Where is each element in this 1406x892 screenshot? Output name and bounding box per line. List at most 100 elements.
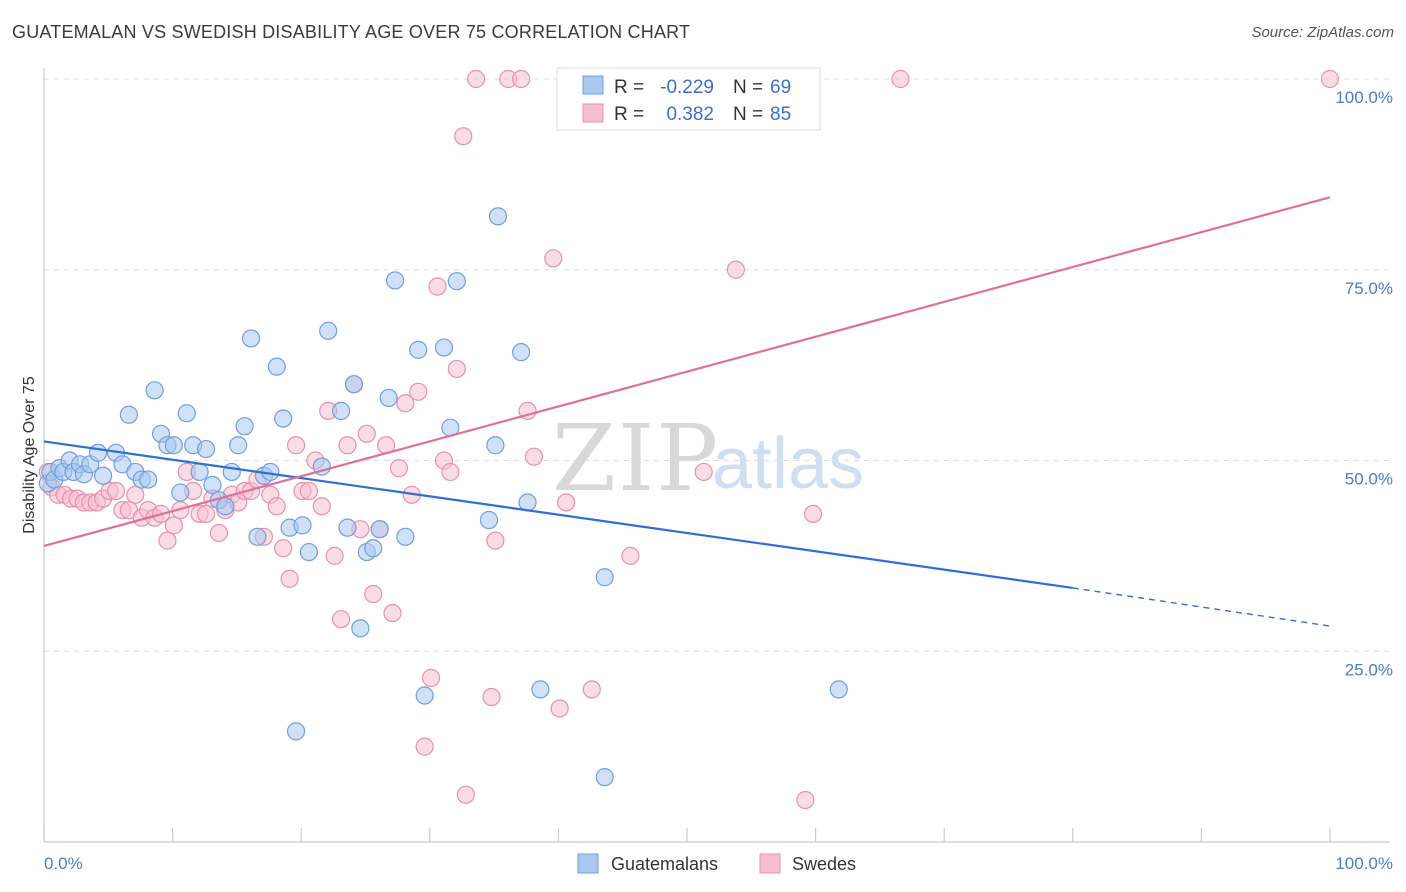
- guatemalans-point-32: [235, 417, 254, 436]
- guatemalans-point-42: [299, 542, 319, 562]
- swedes-point-61: [428, 277, 447, 296]
- guatemalans-point-46: [338, 518, 357, 537]
- guatemalans-point-45: [331, 401, 351, 421]
- guatemalans-point-57: [434, 338, 454, 357]
- bottom-legend-label-guatemalans: Guatemalans: [611, 854, 718, 874]
- swedes-point-20: [164, 516, 183, 535]
- swedes-point-51: [364, 584, 383, 604]
- bottom-legend-swatch-guatemalans: [577, 853, 599, 874]
- swedes-point-27: [209, 523, 228, 543]
- swedes-point-77: [582, 680, 601, 699]
- legend-swatch-swedes: [582, 103, 604, 123]
- legend-r-label-swedes: R =: [614, 104, 644, 125]
- swedes-point-36: [267, 497, 286, 516]
- swedes-point-68: [482, 687, 501, 707]
- legend-r-value-guatemalans: -0.229: [660, 77, 714, 98]
- swedes-point-19: [158, 531, 177, 550]
- guatemalans-point-66: [595, 568, 614, 587]
- swedes-point-76: [557, 493, 576, 512]
- guatemalans-point-60: [479, 510, 499, 530]
- watermark-zip: ZIP: [552, 405, 720, 512]
- series-legend: Guatemalans Swedes: [577, 853, 856, 874]
- guatemalans-point-37: [267, 357, 286, 376]
- guatemalans-point-23: [177, 404, 196, 423]
- swedes-point-84: [1320, 69, 1340, 89]
- swedes-point-75: [550, 699, 569, 718]
- guatemalans-point-65: [531, 680, 550, 699]
- legend-swatch-guatemalans: [582, 75, 604, 95]
- swedes-point-37: [274, 539, 293, 558]
- guatemalans-point-41: [293, 516, 312, 535]
- swedes-point-83: [891, 69, 910, 89]
- bottom-legend-label-swedes: Swedes: [792, 854, 856, 874]
- swedes-point-66: [456, 785, 475, 804]
- correlation-legend: R = -0.229 N = 69 R = 0.382 N = 85: [556, 67, 821, 131]
- guatemalans-point-63: [488, 207, 508, 226]
- y-tick-labels: 25.0% 50.0% 75.0% 100.0%: [1335, 88, 1393, 679]
- guatemalans-point-22: [171, 483, 190, 502]
- y-tick-label-50: 50.0%: [1345, 470, 1393, 489]
- swedes-point-59: [415, 737, 434, 756]
- swedes-point-54: [383, 603, 402, 623]
- guatemalans-point-38: [274, 409, 293, 428]
- y-axis-title: Disability Age Over 75: [21, 376, 38, 534]
- y-tick-label-75: 75.0%: [1345, 279, 1393, 298]
- guatemalans-point-64: [512, 343, 531, 362]
- swedes-point-71: [512, 69, 531, 89]
- swedes-point-56: [396, 394, 415, 413]
- guatemalans-point-33: [241, 329, 261, 348]
- guatemalans-point-27: [203, 475, 222, 495]
- guatemalans-trend-line-extension: [1072, 587, 1331, 627]
- swedes-point-11: [106, 481, 126, 501]
- guatemalans-point-18: [145, 381, 164, 400]
- y-tick-label-100: 100.0%: [1335, 88, 1393, 107]
- swedes-point-73: [524, 447, 544, 466]
- swedes-point-55: [389, 459, 409, 478]
- guatemalans-point-21: [164, 436, 183, 455]
- swedes-point-46: [331, 610, 351, 629]
- swedes-point-79: [694, 462, 713, 482]
- guatemalans-point-34: [248, 527, 267, 546]
- swedes-point-65: [454, 127, 473, 146]
- swedes-point-80: [726, 260, 745, 279]
- guatemalans-points: [38, 207, 848, 787]
- swedes-point-60: [421, 668, 441, 688]
- legend-n-value-guatemalans: 69: [770, 77, 791, 98]
- source-credit: Source: ZipAtlas.com: [1251, 24, 1394, 41]
- legend-n-label-guatemalans: N =: [733, 77, 763, 98]
- swedes-point-58: [409, 382, 428, 401]
- swedes-point-63: [441, 462, 460, 482]
- legend-n-value-swedes: 85: [770, 104, 791, 125]
- swedes-point-82: [803, 504, 823, 524]
- legend-r-value-swedes: 0.382: [666, 104, 714, 125]
- x-tick-label-min: 0.0%: [44, 854, 83, 873]
- guatemalans-point-61: [486, 436, 505, 455]
- guatemalans-point-56: [415, 686, 434, 705]
- swedes-point-39: [286, 436, 306, 455]
- x-tick-label-max: 100.0%: [1335, 854, 1393, 873]
- guatemalans-point-55: [409, 340, 428, 359]
- swedes-point-25: [196, 504, 216, 524]
- swedes-point-64: [447, 359, 466, 379]
- guatemalans-point-50: [364, 539, 383, 558]
- guatemalans-point-52: [379, 388, 398, 408]
- guatemalans-point-53: [385, 271, 405, 290]
- swedes-point-45: [325, 546, 344, 565]
- guatemalans-point-54: [396, 527, 415, 546]
- chart-title: GUATEMALAN VS SWEDISH DISABILITY AGE OVE…: [12, 22, 691, 42]
- swedes-trend-line: [43, 196, 1331, 548]
- guatemalans-point-51: [370, 520, 389, 539]
- guatemalans-point-11: [94, 466, 113, 485]
- watermark-atlas: atlas: [712, 424, 864, 504]
- swedes-point-78: [621, 546, 640, 565]
- guatemalans-point-17: [139, 470, 158, 489]
- guatemalans-point-44: [319, 321, 338, 340]
- guatemalans-point-48: [351, 619, 370, 638]
- guatemalans-point-40: [286, 722, 306, 741]
- legend-r-label-guatemalans: R =: [614, 77, 644, 98]
- x-axis-ticks: [43, 828, 1331, 842]
- legend-n-label-swedes: N =: [733, 104, 763, 125]
- swedes-point-47: [338, 436, 357, 455]
- swedes-point-81: [796, 790, 815, 810]
